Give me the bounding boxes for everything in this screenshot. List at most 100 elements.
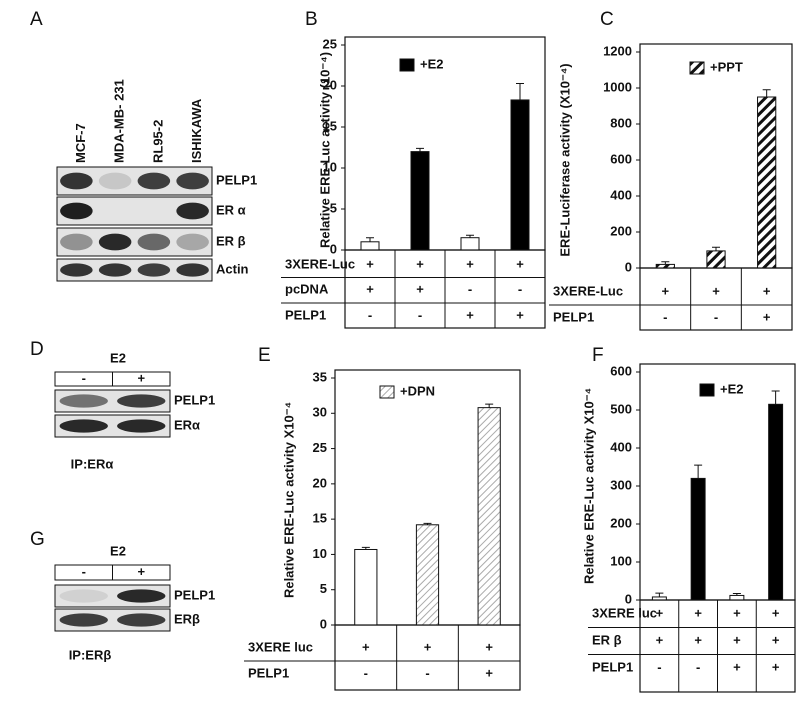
blot-band	[59, 613, 108, 627]
panel-label: F	[592, 345, 604, 366]
y-tick-label: 20	[323, 77, 337, 92]
table-cell: +	[366, 256, 374, 271]
blot-band	[176, 202, 209, 220]
table-cell: +	[694, 632, 702, 647]
table-cell: +	[366, 281, 374, 296]
table-cell: +	[712, 283, 720, 298]
legend-swatch	[399, 58, 415, 72]
blot-band	[117, 613, 166, 627]
table-row-label: PELP1	[285, 307, 326, 322]
table-cell: +	[694, 605, 702, 620]
legend-swatch	[699, 383, 715, 397]
table-row-label: 3XERE luc	[592, 605, 657, 620]
error-bar	[416, 147, 424, 152]
table-cell: +	[424, 639, 432, 654]
lane-label: -	[82, 564, 86, 579]
y-tick-label: 0	[320, 616, 327, 631]
bar	[410, 151, 430, 251]
y-tick-label: 200	[610, 223, 632, 238]
lane-label: -	[82, 370, 86, 385]
y-tick-label: 400	[610, 439, 632, 454]
table-cell: +	[466, 307, 474, 322]
bar	[477, 407, 501, 626]
blot-strip	[56, 258, 213, 282]
blot-band	[117, 589, 166, 603]
bar	[729, 594, 745, 601]
y-axis-label: ERE-Luciferase activity (X10⁻⁴)	[557, 63, 572, 256]
table-cell: +	[362, 639, 370, 654]
y-tick-label: 100	[610, 553, 632, 568]
y-tick-label: 600	[610, 363, 632, 378]
treatment-label: E2	[110, 350, 126, 365]
table-cell: +	[763, 309, 771, 324]
panel-label: B	[305, 9, 318, 30]
y-tick-label: 5	[320, 581, 327, 596]
lane-label: ISHIKAWA	[189, 98, 204, 163]
bar	[757, 96, 777, 269]
table-frame	[334, 624, 521, 691]
table-cell: +	[733, 605, 741, 620]
bar	[690, 477, 706, 601]
blot-band	[60, 233, 93, 251]
table-cell: -	[663, 309, 667, 324]
error-bar	[423, 522, 432, 525]
y-tick-label: 300	[610, 477, 632, 492]
blot-band	[98, 233, 132, 251]
legend-swatch	[689, 61, 705, 75]
y-tick-label: 600	[610, 151, 632, 166]
blot-band	[98, 263, 132, 277]
table-cell: -	[714, 309, 718, 324]
table-cell: -	[425, 665, 429, 680]
panel-label: D	[30, 339, 44, 360]
table-cell: +	[516, 256, 524, 271]
table-cell: +	[485, 665, 493, 680]
y-tick-label: 30	[313, 405, 327, 420]
y-tick-label: 1000	[603, 79, 632, 94]
y-tick-label: 800	[610, 115, 632, 130]
legend-label: +PPT	[710, 59, 743, 74]
y-tick-label: 5	[330, 200, 337, 215]
y-tick-label: 200	[610, 515, 632, 530]
blot-band	[60, 263, 93, 277]
blot-band	[60, 202, 93, 220]
table-cell: +	[772, 632, 780, 647]
table-frame	[639, 267, 793, 331]
blot-band	[137, 172, 171, 190]
row-label: ERβ	[174, 611, 200, 626]
table-row-label: 3XERE luc	[248, 639, 313, 654]
y-tick-label: 15	[313, 511, 327, 526]
bar	[706, 250, 726, 269]
table-cell: +	[516, 307, 524, 322]
header-frame	[54, 371, 171, 387]
table-row-label: 3XERE-Luc	[285, 256, 355, 271]
y-axis-label: Relative ERE-Luc activity (10⁻⁴)	[317, 52, 332, 248]
table-row-label: PELP1	[553, 309, 594, 324]
y-tick-label: 20	[313, 475, 327, 490]
y-axis-label: Relative ERE-Luc activity X10⁻⁴	[581, 388, 596, 584]
y-tick-label: 0	[330, 241, 337, 256]
ip-caption: IP:ERα	[71, 456, 114, 471]
y-tick-label: 35	[313, 369, 327, 384]
lane-label: +	[137, 370, 145, 385]
table-cell: +	[733, 632, 741, 647]
panel-label: A	[30, 9, 43, 30]
table-cell: +	[772, 605, 780, 620]
table-cell: -	[418, 307, 422, 322]
blot-band	[137, 233, 171, 251]
legend-label: +E2	[420, 56, 444, 71]
blot-band	[98, 172, 132, 190]
table-cell: -	[657, 659, 661, 674]
panel-label: E	[258, 345, 271, 366]
table-cell: +	[416, 256, 424, 271]
y-tick-label: 500	[610, 401, 632, 416]
y-tick-label: 400	[610, 187, 632, 202]
table-row-label: PELP1	[592, 659, 633, 674]
y-tick-label: 25	[323, 36, 337, 51]
table-row-label: ER β	[592, 632, 622, 647]
blot-band	[59, 419, 108, 433]
table-cell: -	[468, 281, 472, 296]
y-tick-label: 1200	[603, 43, 632, 58]
legend-label: +DPN	[400, 383, 435, 398]
table-cell: +	[656, 605, 664, 620]
lane-label: RL95-2	[150, 120, 165, 163]
